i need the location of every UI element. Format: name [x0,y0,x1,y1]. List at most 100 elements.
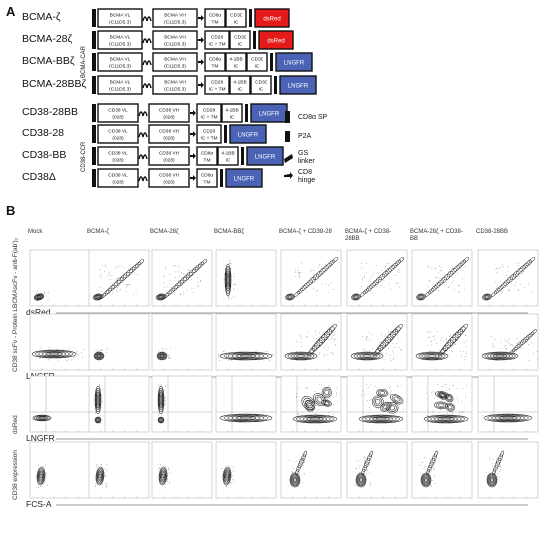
svg-text:4-1BB: 4-1BB [229,57,242,63]
svg-text:IC: IC [234,20,239,26]
svg-text:LNGFR: LNGFR [255,155,276,161]
gs-linker-mark [142,16,152,22]
flow-plot-r0-c2 [151,249,213,307]
svg-text:LNGFR: LNGFR [234,177,255,183]
hinge-mark [190,110,196,116]
row-xlabel-0: dsRed [26,307,51,317]
signal-peptide-mark [92,147,96,165]
segment-3-1: BCMA VH(C11D5.3) [152,75,198,95]
flow-plot-r1-c3 [215,313,277,371]
legend-p2a-symbol [285,131,290,142]
flow-plot-r0-c5 [346,249,408,307]
row-xlabel-2: LNGFR [26,433,55,443]
svg-text:dsRed: dsRed [263,17,280,23]
signal-peptide-mark [92,104,96,122]
svg-text:(C11D5.3): (C11D5.3) [164,87,186,93]
hinge-mark [190,153,196,159]
legend-label-gs-linker: GS linker [298,150,315,165]
segment-7-0: CD38 VL(028) [97,168,139,188]
legend-symbols [284,111,293,179]
signal-peptide-mark [92,76,96,94]
hinge-mark [198,15,204,21]
gs-linker-mark [138,176,148,182]
reporter-box-7: LNGFR [225,168,263,188]
p2a-mark [241,147,244,165]
svg-text:CD38 VH: CD38 VH [159,173,180,179]
flow-plot-r1-c4 [280,313,342,371]
flow-plot-r2-c5 [346,375,408,433]
p2a-mark [245,104,248,122]
column-title-3: BCMA-BBζ [214,229,244,235]
svg-text:BCMA VL: BCMA VL [110,13,131,19]
svg-text:CD3ζ: CD3ζ [251,57,264,63]
svg-text:BCMA VH: BCMA VH [164,35,186,41]
flow-plot-r3-c1 [88,441,150,499]
svg-text:IC + TM: IC + TM [208,87,225,93]
construct-name-1: BCMA-28ζ [22,33,73,45]
svg-text:TM: TM [204,180,211,186]
reporter-box-2: LNGFR [275,52,313,72]
flow-plot-r3-c7 [477,441,539,499]
row-xlabel-3: FCS-A [26,499,52,509]
panel-b-letter: B [6,203,16,218]
construct-name-0: BCMA-ζ [22,11,61,23]
column-title-7: CD38-28BB [476,229,509,235]
group-label-cd38-ccr: CD38-CCR [81,141,87,172]
svg-text:BCMA VL: BCMA VL [110,35,131,41]
segment-2-0: BCMA VL(C11D5.3) [97,52,143,72]
svg-text:BCMA VH: BCMA VH [164,80,186,86]
construct-name-3: BCMA-28BBζ [22,78,87,90]
p2a-mark [253,31,256,49]
p2a-mark [224,125,227,143]
gs-linker-mark [138,111,148,117]
flow-plot-r1-c6 [411,313,473,371]
legend-gs-linker-symbol [284,154,293,163]
svg-text:BCMA VL: BCMA VL [110,57,131,63]
construct-diagram: BCMA-ζ BCMA-28ζ BCMA-BBζ BCMA-28BBζ CD38-28B… [0,0,542,200]
legend-hinge-symbol [284,172,293,179]
svg-text:IC: IC [226,158,231,164]
column-title-0: Mock [28,229,43,235]
gs-linker-mark [142,60,152,66]
flow-plot-r1-c0 [29,313,91,371]
svg-text:CD38 VH: CD38 VH [159,129,180,135]
flow-plot-r0-c3 [215,249,277,307]
flow-plot-r0-c7 [477,249,539,307]
svg-text:CD38 VL: CD38 VL [108,173,128,179]
signal-peptide-mark [92,169,96,187]
gs-linker-mark [138,132,148,138]
legend-label-hinge: CD8 hinge [298,169,316,184]
svg-text:LNGFR: LNGFR [259,112,280,118]
svg-text:TM: TM [212,20,219,26]
segment-5-1: CD38 VH(028) [148,124,190,144]
construct-name-2: BCMA-BBζ [22,55,75,67]
svg-text:BCMA VH: BCMA VH [164,13,186,19]
flow-plot-r2-c3 [215,375,277,433]
reporter-box-3: LNGFR [279,75,317,95]
flow-plots-svg [29,249,539,506]
svg-text:CD3ζ: CD3ζ [230,13,243,19]
hinge-mark [190,175,196,181]
svg-text:CD28: CD28 [203,129,216,135]
flow-grid: Mock BCMA-ζ BCMA-28ζ BCMA-BBζ BCMA-ζ + CD38-… [0,210,542,535]
svg-text:LNGFR: LNGFR [238,133,259,139]
svg-text:CD38 VL: CD38 VL [108,129,128,135]
column-title-5: BCMA-ζ + CD38-28BB [345,229,392,242]
svg-text:IC: IC [238,42,243,48]
column-title-4: BCMA-ζ + CD38-28 [279,229,332,235]
svg-text:(028): (028) [112,158,124,164]
svg-text:TM: TM [212,64,219,70]
reporter-box-6: LNGFR [246,146,284,166]
svg-text:CD8α: CD8α [209,13,222,19]
svg-text:(C11D5.3): (C11D5.3) [164,64,186,70]
svg-text:(028): (028) [163,180,175,186]
svg-text:4-1BB: 4-1BB [225,108,238,114]
svg-text:CD3ζ: CD3ζ [255,80,268,86]
